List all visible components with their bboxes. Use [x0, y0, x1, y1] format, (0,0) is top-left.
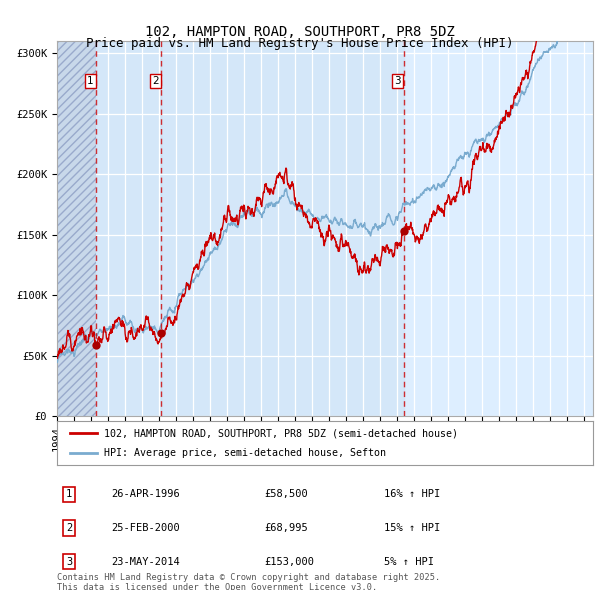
Text: 102, HAMPTON ROAD, SOUTHPORT, PR8 5DZ: 102, HAMPTON ROAD, SOUTHPORT, PR8 5DZ — [145, 25, 455, 39]
Bar — [57, 41, 97, 416]
Text: 3: 3 — [66, 557, 72, 566]
Bar — [97, 41, 161, 416]
Text: 26-APR-1996: 26-APR-1996 — [111, 490, 180, 499]
Text: This data is licensed under the Open Government Licence v3.0.: This data is licensed under the Open Gov… — [57, 583, 377, 590]
Text: HPI: Average price, semi-detached house, Sefton: HPI: Average price, semi-detached house,… — [104, 448, 386, 458]
Text: 102, HAMPTON ROAD, SOUTHPORT, PR8 5DZ (semi-detached house): 102, HAMPTON ROAD, SOUTHPORT, PR8 5DZ (s… — [104, 428, 458, 438]
Text: 16% ↑ HPI: 16% ↑ HPI — [384, 490, 440, 499]
Text: 5% ↑ HPI: 5% ↑ HPI — [384, 557, 434, 566]
Text: 15% ↑ HPI: 15% ↑ HPI — [384, 523, 440, 533]
Text: Contains HM Land Registry data © Crown copyright and database right 2025.: Contains HM Land Registry data © Crown c… — [57, 573, 440, 582]
Text: 25-FEB-2000: 25-FEB-2000 — [111, 523, 180, 533]
Text: 2: 2 — [66, 523, 72, 533]
Text: Price paid vs. HM Land Registry's House Price Index (HPI): Price paid vs. HM Land Registry's House … — [86, 37, 514, 50]
Text: 1: 1 — [87, 76, 94, 86]
Bar — [161, 41, 404, 416]
Text: 2: 2 — [152, 76, 159, 86]
Text: 3: 3 — [395, 76, 401, 86]
Text: 1: 1 — [66, 490, 72, 499]
Text: £58,500: £58,500 — [264, 490, 308, 499]
Text: £68,995: £68,995 — [264, 523, 308, 533]
Text: 23-MAY-2014: 23-MAY-2014 — [111, 557, 180, 566]
Text: £153,000: £153,000 — [264, 557, 314, 566]
